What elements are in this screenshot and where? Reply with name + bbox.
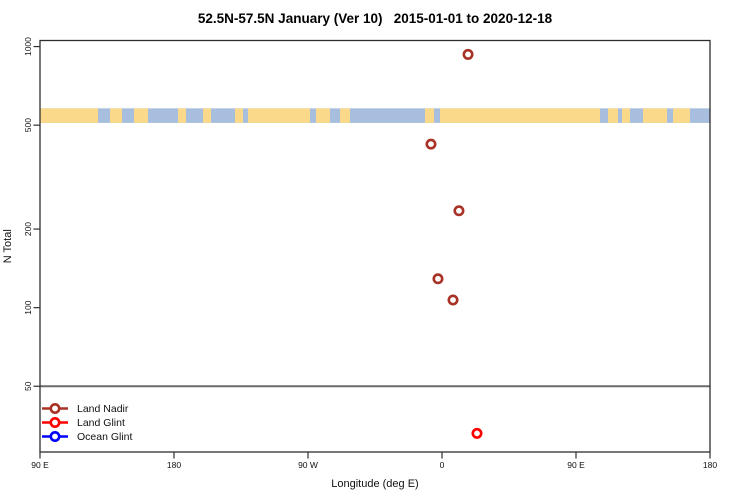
y-tick-label: 1000 — [23, 37, 33, 56]
map-strip-land-segment — [234, 108, 244, 123]
x-tick-label: 180 — [167, 460, 181, 470]
x-tick-label: 90 E — [31, 460, 49, 470]
data-point-land-nadir — [462, 48, 474, 60]
x-tick-label: 180 — [703, 460, 717, 470]
map-strip-land-segment — [608, 108, 619, 123]
data-point-land-nadir — [425, 138, 437, 150]
map-strip-land-segment — [110, 108, 123, 123]
legend-label-land-nadir: Land Nadir — [77, 403, 129, 415]
legend-label-ocean-glint: Ocean Glint — [77, 431, 133, 443]
map-strip-land-segment — [439, 108, 600, 123]
plot-frame — [39, 39, 711, 453]
map-strip-land-segment — [643, 108, 667, 123]
data-point-land-nadir — [447, 294, 459, 306]
map-strip-land-segment — [315, 108, 330, 123]
legend-label-land-glint: Land Glint — [77, 417, 125, 429]
data-point-land-nadir — [432, 273, 444, 285]
map-strip-land-segment — [622, 108, 631, 123]
x-axis-label: Longitude (deg E) — [331, 478, 418, 490]
map-strip-land-segment — [40, 108, 99, 123]
map-strip-land-segment — [247, 108, 311, 123]
data-point-land-glint — [471, 427, 483, 439]
x-tick-label: 90 E — [567, 460, 585, 470]
map-strip-land-segment — [178, 108, 186, 123]
x-tick-label: 90 W — [298, 460, 318, 470]
legend-marker-ocean-glint — [49, 430, 61, 442]
y-tick-label: 500 — [23, 118, 33, 132]
legend-marker-land-glint — [49, 416, 61, 428]
data-point-land-nadir — [453, 205, 465, 217]
y-axis-label: N Total — [2, 229, 14, 263]
y-tick-label: 50 — [23, 381, 33, 391]
y-tick-label: 200 — [23, 222, 33, 236]
map-strip-land-segment — [424, 108, 435, 123]
y-tick-label: 100 — [23, 300, 33, 314]
chart-title: 52.5N-57.5N January (Ver 10) 2015-01-01 … — [197, 11, 553, 26]
map-strip-land-segment — [340, 108, 351, 123]
map-strip-land-segment — [673, 108, 690, 123]
map-strip-land-segment — [134, 108, 149, 123]
legend-marker-land-nadir — [49, 402, 61, 414]
x-tick-label: 0 — [440, 460, 445, 470]
map-strip-land-segment — [203, 108, 211, 123]
